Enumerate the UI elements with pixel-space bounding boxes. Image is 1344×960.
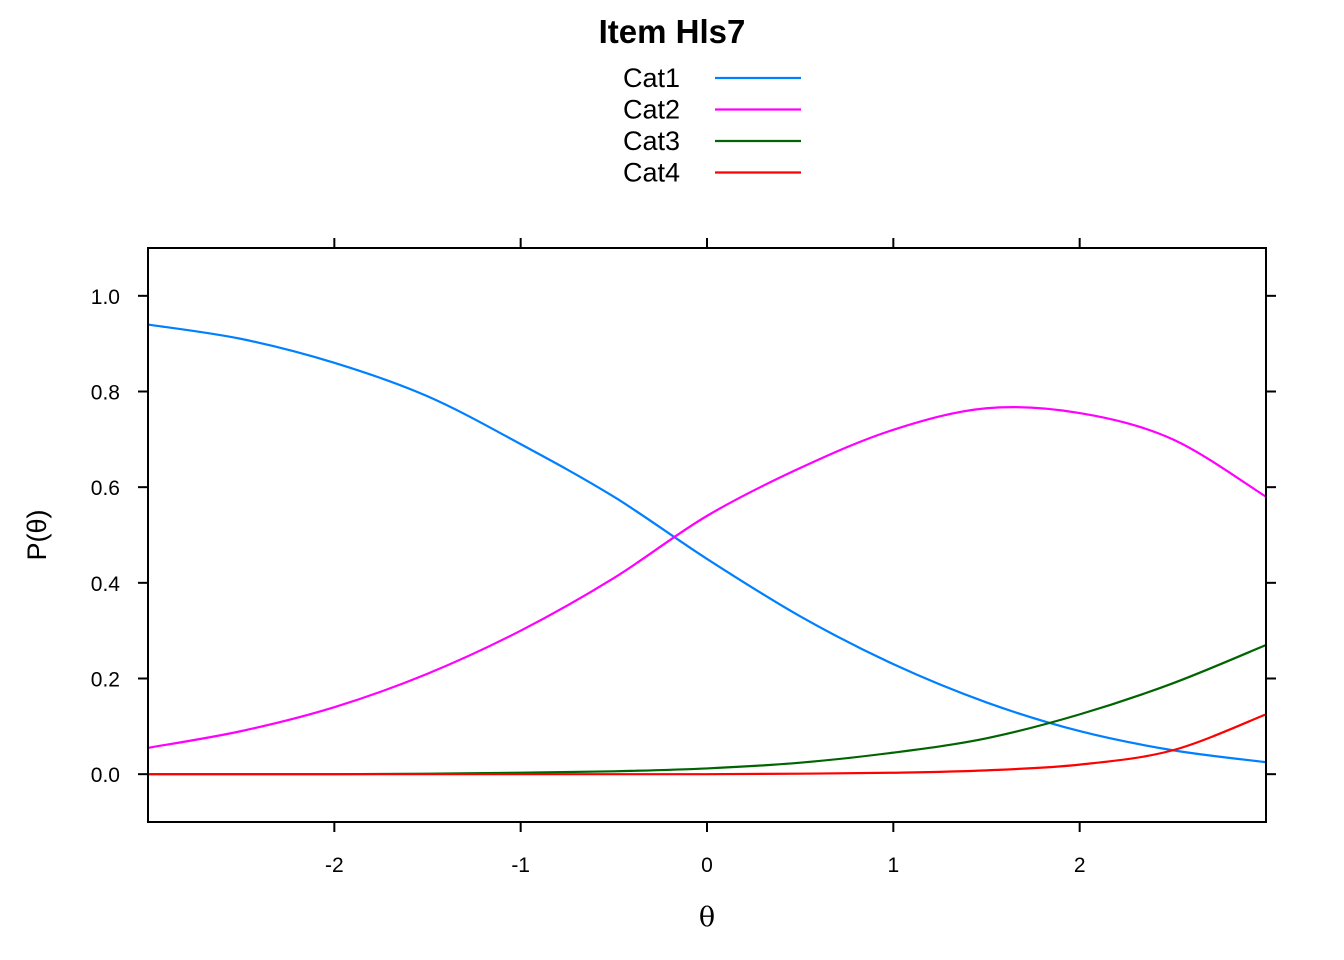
x-tick-label: 1: [887, 854, 899, 877]
series-line-cat4: [148, 713, 1267, 776]
y-tick-label: 0.6: [91, 477, 120, 500]
x-axis-label: θ: [699, 902, 715, 933]
legend-label-cat3: Cat3: [623, 126, 680, 156]
y-tick-label: 0.4: [91, 573, 121, 596]
y-tick-label: 1.0: [91, 286, 120, 309]
y-tick-label: 0.0: [91, 764, 120, 787]
y-tick-label: 0.8: [91, 382, 120, 405]
series-line-cat1: [147, 323, 1267, 764]
x-tick-label: -1: [511, 854, 530, 877]
x-tick-label: 0: [701, 854, 713, 877]
plot-frame: [147, 247, 1267, 823]
y-axis-label: P(θ): [22, 509, 52, 560]
legend-label-cat1: Cat1: [623, 63, 680, 93]
legend-label-cat2: Cat2: [623, 95, 680, 125]
plot-series: [147, 323, 1267, 776]
chart-title: Item Hls7: [599, 13, 746, 50]
axis-ticks: -2 -1 0 1 2 0.0 0.2 0.4 0.6 0.8 1.0: [91, 238, 1276, 877]
x-tick-label: 2: [1074, 854, 1086, 877]
series-line-cat2: [147, 405, 1267, 749]
x-tick-label: -2: [325, 854, 344, 877]
series-line-cat3: [148, 643, 1267, 776]
legend-label-cat4: Cat4: [623, 158, 680, 188]
y-tick-label: 0.2: [91, 669, 120, 692]
